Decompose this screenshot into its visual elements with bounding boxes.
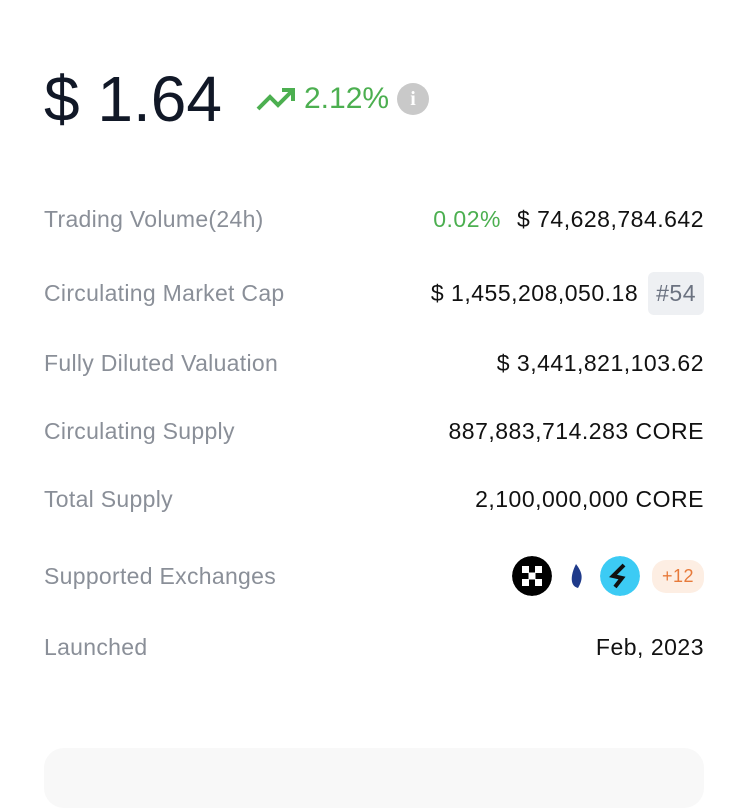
label: Fully Diluted Valuation <box>44 350 279 376</box>
info-icon[interactable]: i <box>397 83 430 115</box>
volume-change: 0.02% <box>433 206 501 232</box>
value: 887,883,714.283 CORE <box>448 418 704 444</box>
page: $ 1.64 2.12% i Trading Volume(24h) 0.02%… <box>44 63 704 661</box>
change-text: 2.12% <box>304 82 390 115</box>
label: Total Supply <box>44 486 173 512</box>
row: Fully Diluted Valuation $ 3,441,821,103.… <box>44 350 704 377</box>
label: Launched <box>44 634 148 660</box>
label: Circulating Supply <box>44 418 235 444</box>
row: Launched Feb, 2023 <box>44 634 704 661</box>
price: $ 1.64 <box>44 63 222 135</box>
value: 2,100,000,000 CORE <box>475 486 704 512</box>
value: Feb, 2023 <box>595 634 704 660</box>
row: Trading Volume(24h) 0.02% $ 74,628,784.64… <box>44 206 704 233</box>
row: Supported Exchanges +12 <box>44 556 704 596</box>
more-exchanges[interactable]: +12 <box>651 559 704 593</box>
exchanges: +12 <box>511 556 704 596</box>
value-text: $ 1,455,208,050.18 <box>430 280 639 306</box>
exchange-icon[interactable] <box>511 556 552 596</box>
value-text: $ 74,628,784.642 <box>516 206 704 232</box>
value: 0.02% $ 74,628,784.642 <box>433 206 704 233</box>
trend-icon <box>256 88 295 111</box>
label: Supported Exchanges <box>44 562 277 589</box>
value: $ 3,441,821,103.62 <box>496 350 704 376</box>
row: Circulating Supply 887,883,714.283 CORE <box>44 418 704 445</box>
rank: #54 <box>648 272 704 315</box>
card <box>44 748 704 808</box>
label: Trading Volume(24h) <box>44 206 264 232</box>
row: Total Supply 2,100,000,000 CORE <box>44 486 704 513</box>
exchange-icon[interactable] <box>555 556 596 596</box>
row: Circulating Market Cap $ 1,455,208,050.1… <box>44 272 704 315</box>
label: Circulating Market Cap <box>44 280 285 306</box>
price-change: 2.12% i <box>256 82 430 116</box>
value: $ 1,455,208,050.18 #54 <box>431 272 704 315</box>
exchange-icon[interactable] <box>599 556 640 596</box>
